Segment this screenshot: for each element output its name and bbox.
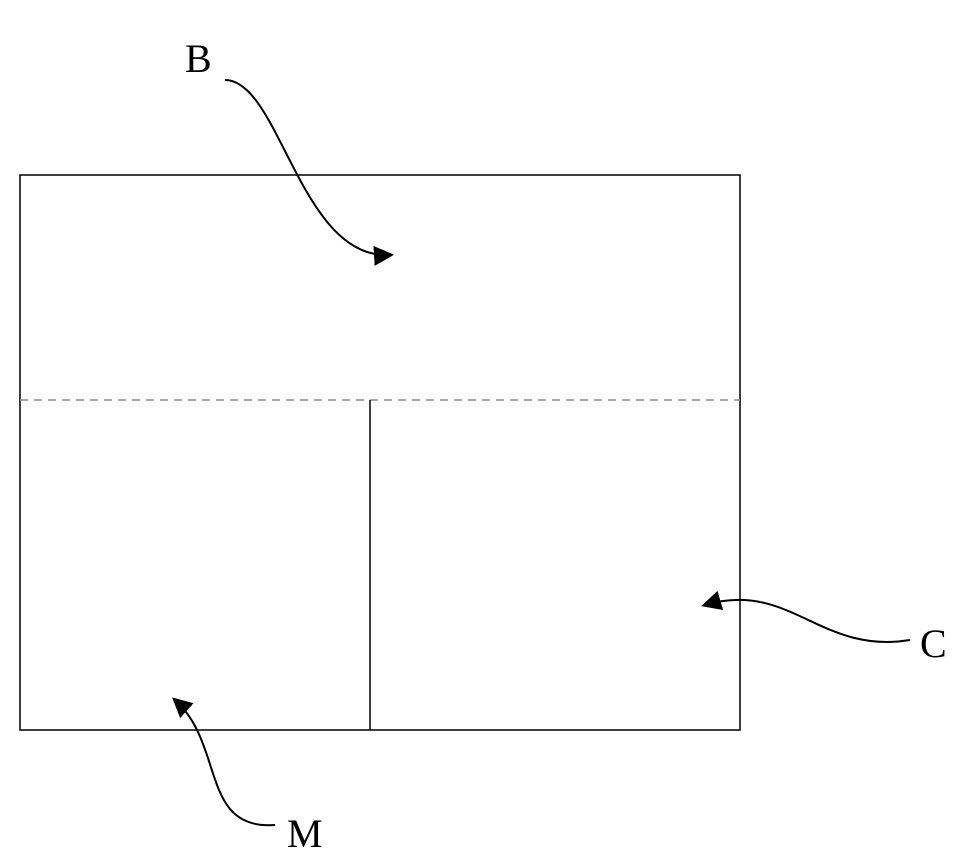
- label-m: M: [287, 810, 323, 857]
- label-c: C: [920, 620, 947, 667]
- diagram-root: B C M: [0, 0, 957, 855]
- label-b: B: [185, 35, 212, 82]
- leader-m-curve: [175, 700, 275, 825]
- diagram-svg: [0, 0, 957, 855]
- outer-rectangle: [20, 175, 740, 730]
- leader-c-curve: [705, 600, 910, 642]
- leader-b-curve: [225, 80, 390, 255]
